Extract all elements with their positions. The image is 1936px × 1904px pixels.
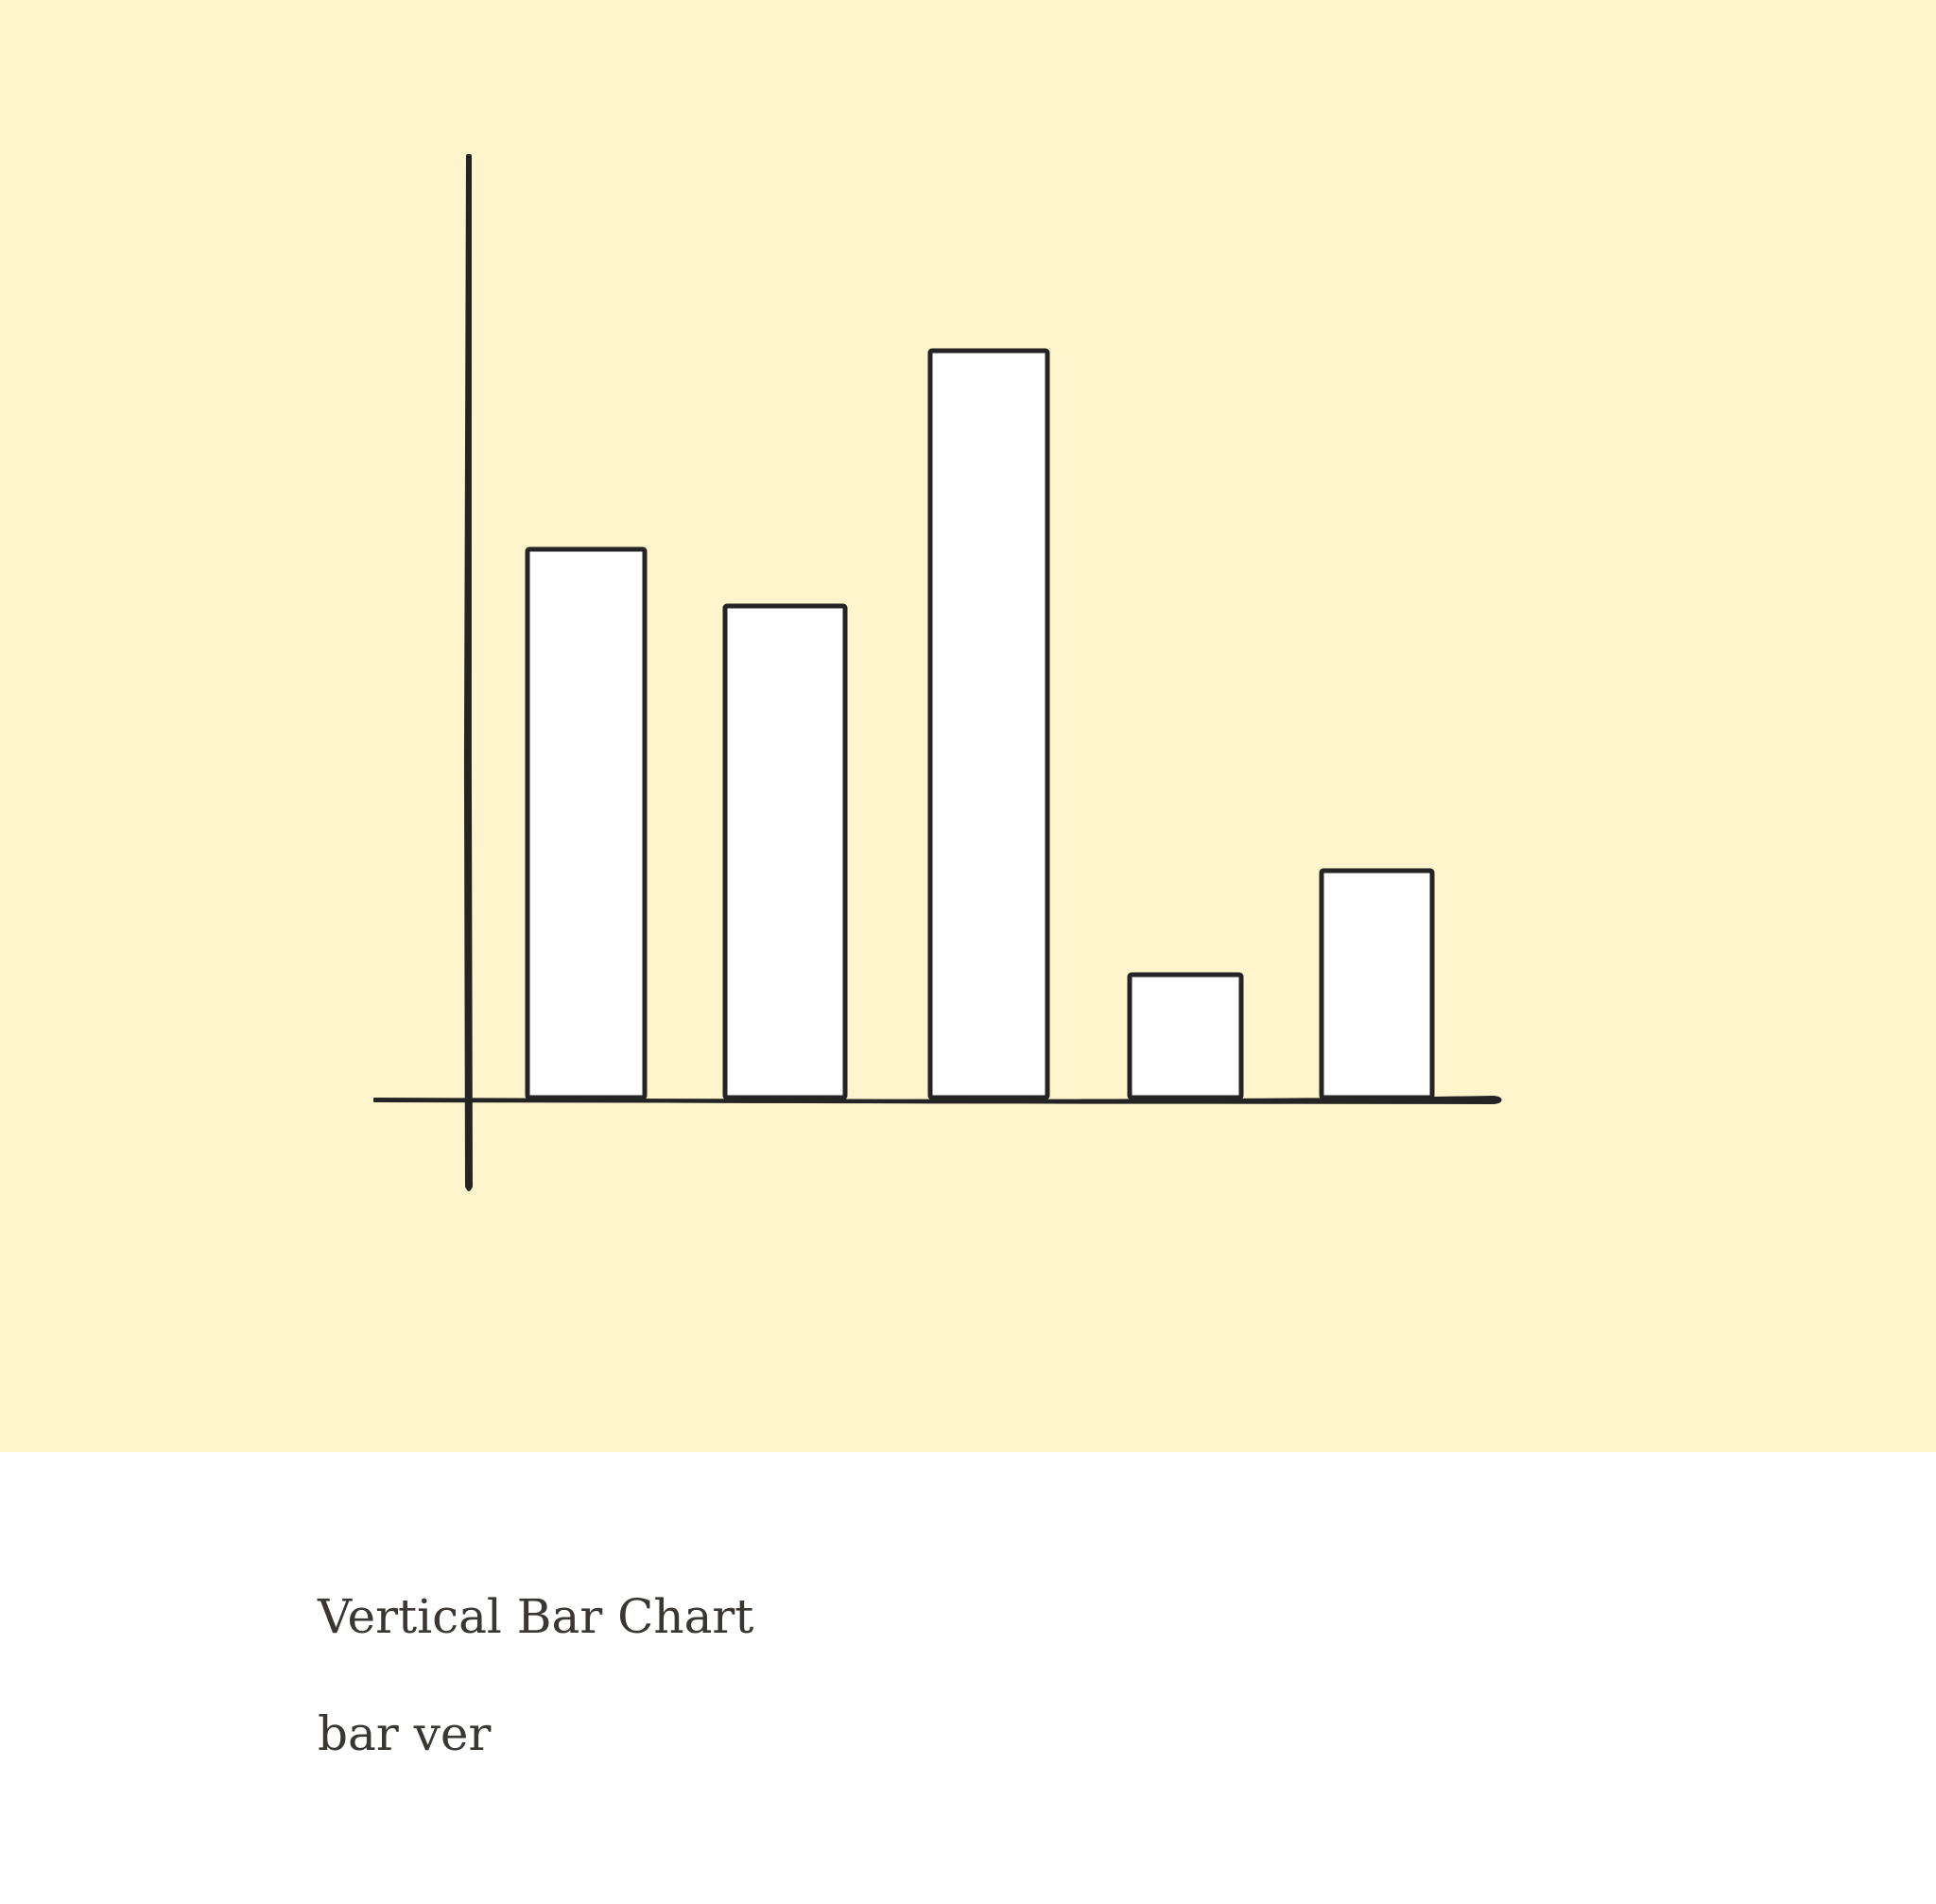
- bar-5: [1319, 868, 1435, 1100]
- illustration-panel: [0, 0, 1936, 1452]
- bar-chart-illustration: [373, 154, 1502, 1191]
- bar-3: [927, 348, 1050, 1100]
- bars-group: [525, 348, 1435, 1100]
- caption-panel: Vertical Bar Chart bar ver: [0, 1452, 1936, 1904]
- y-axis-line: [463, 154, 473, 1191]
- bar-4: [1127, 972, 1244, 1100]
- bar-2: [722, 603, 848, 1100]
- chart-type-tag: bar ver: [318, 1706, 492, 1761]
- chart-type-title: Vertical Bar Chart: [318, 1589, 754, 1644]
- x-axis-line: [373, 1096, 1502, 1105]
- bar-1: [525, 546, 648, 1100]
